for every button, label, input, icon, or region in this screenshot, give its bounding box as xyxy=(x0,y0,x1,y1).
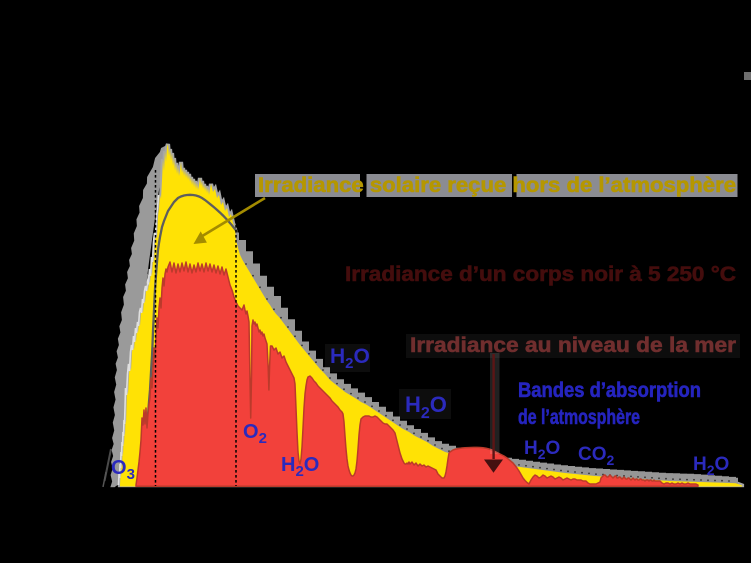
svg-text:Irradiance au niveau de la mer: Irradiance au niveau de la mer xyxy=(410,334,736,357)
svg-text:Bandes d’absorption: Bandes d’absorption xyxy=(518,379,701,402)
svg-text:Irradiance solaire reçue hors: Irradiance solaire reçue hors de l’atmos… xyxy=(258,174,736,197)
svg-text:Irradiance d’un corps noir à 5: Irradiance d’un corps noir à 5 250 °C xyxy=(345,263,736,286)
svg-text:H2O: H2O xyxy=(524,438,560,462)
svg-text:de l’atmosphère: de l’atmosphère xyxy=(518,406,640,429)
